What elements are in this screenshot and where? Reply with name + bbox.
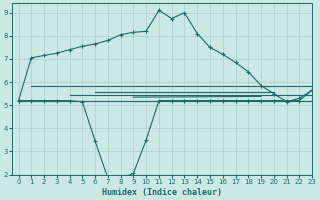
X-axis label: Humidex (Indice chaleur): Humidex (Indice chaleur)	[102, 188, 222, 197]
